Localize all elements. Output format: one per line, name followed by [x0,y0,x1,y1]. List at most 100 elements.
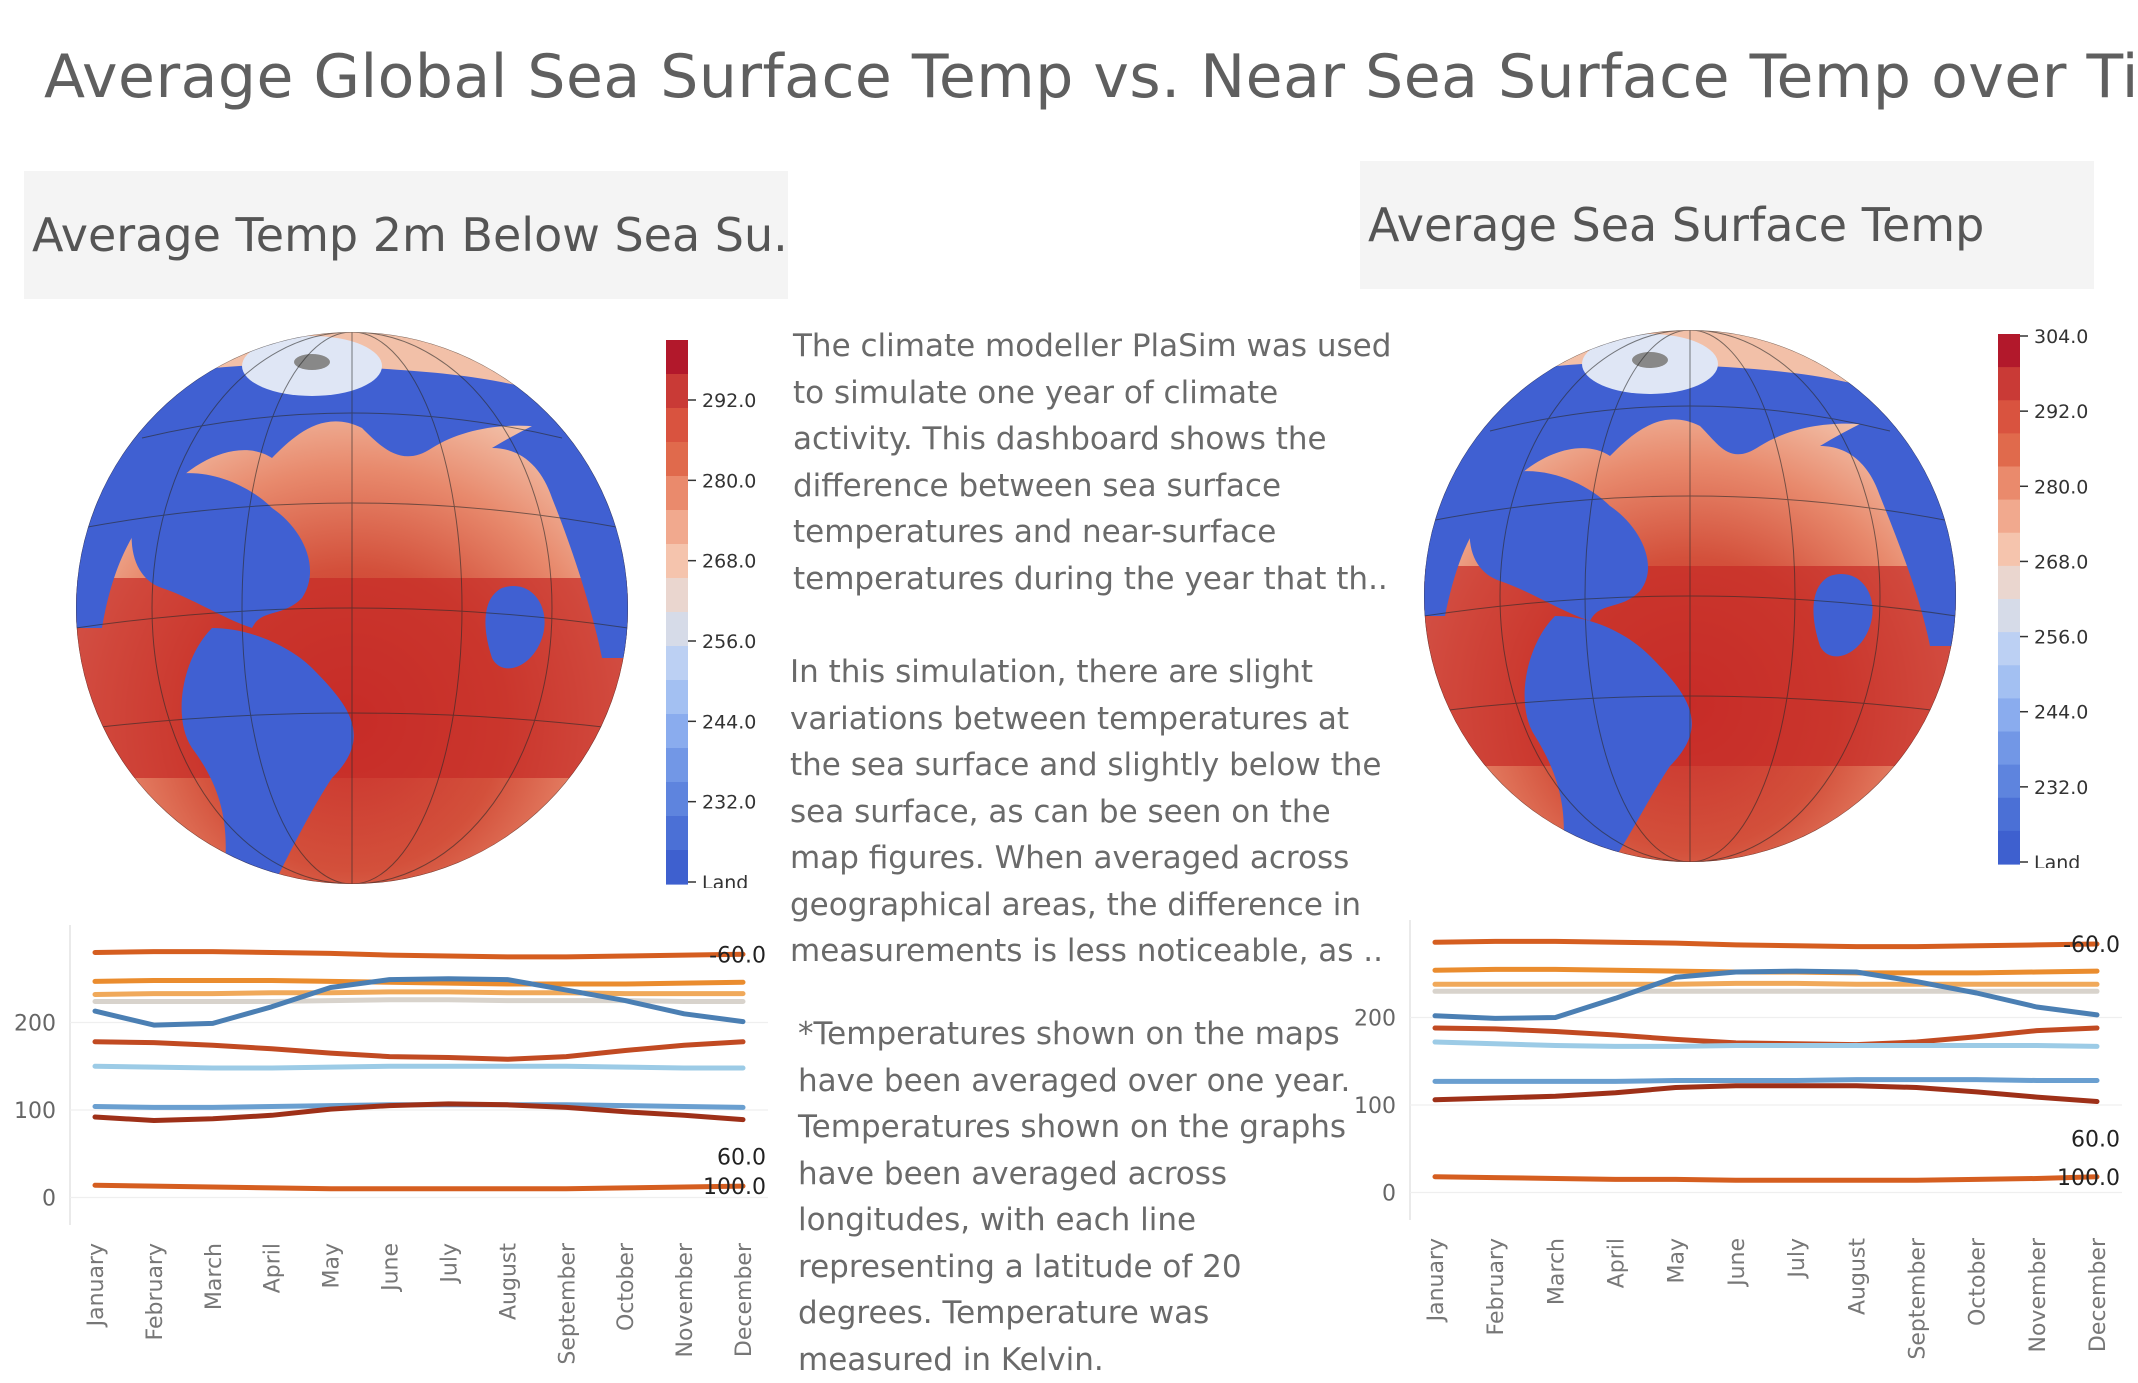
description-paragraph-3: *Temperatures shown on the maps have bee… [798,1016,1351,1378]
left-x-tick-label: March [202,1243,227,1310]
right-line-label: 60.0 [2071,1128,2120,1153]
left-y-tick-label: 0 [42,1187,56,1212]
right-colorbar-band [1998,565,2020,600]
left-colorbar-band [666,816,688,851]
right-series-line [1432,1174,2100,1183]
dashboard-title: Average Global Sea Surface Temp vs. Near… [44,42,2138,112]
right-colorbar-band [1998,764,2020,799]
right-x-tick-label: April [1605,1238,1630,1288]
right-colorbar-band [1998,632,2020,666]
left-series-line [92,997,746,1004]
left-colorbar-band [666,680,688,715]
left-series-line [92,1182,746,1192]
left-series-line [92,1039,746,1062]
right-colorbar-band [1998,698,2020,733]
description-paragraph-2: In this simulation, there are slight var… [790,654,1384,969]
right-colorbar-band [1998,797,2020,832]
right-x-tick-label: February [1484,1238,1509,1336]
right-x-tick-label: December [2086,1237,2111,1352]
right-colorbar: 304.0 292.0 280.0 268.0 256.0 244.0 232.0 Land [1998,328,2088,868]
left-colorbar-tick-label: 244.0 [702,711,756,733]
left-colorbar-band [666,782,688,817]
left-line-label: -60.0 [709,943,766,968]
left-colorbar-band [666,374,688,409]
right-series-line [1432,1039,2100,1049]
left-colorbar: 292.0 280.0 268.0 256.0 244.0 232.0 Land [666,340,756,888]
right-colorbar-tick-label: 256.0 [2034,627,2088,649]
right-x-tick-label: January [1424,1238,1449,1323]
right-colorbar-tick-label: 244.0 [2034,702,2088,724]
left-colorbar-band [666,442,688,477]
left-panel-title: Average Temp 2m Below Sea Su.. [24,171,788,299]
right-line-label: 100.0 [2057,1166,2120,1191]
right-x-tick-label: September [1905,1237,1930,1360]
left-x-tick-label: June [379,1243,404,1293]
right-y-tick-label: 200 [1354,1007,1396,1032]
right-colorbar-tick-label: 280.0 [2034,476,2088,498]
right-x-tick-label: July [1785,1238,1810,1280]
left-colorbar-band [666,646,688,681]
right-panel-title-text: Average Sea Surface Temp [1368,198,1985,252]
right-x-tick-label: October [1966,1237,1991,1326]
left-colorbar-band [666,476,688,511]
left-x-tick-label: November [673,1242,698,1357]
right-series-line [1432,968,2100,1021]
left-x-tick-label: February [143,1243,168,1341]
left-globe-map [76,332,628,884]
left-series-line [92,978,746,987]
right-colorbar-band [1998,400,2020,434]
left-colorbar-tick-label: 256.0 [702,631,756,653]
left-series-line [92,1101,746,1123]
right-x-tick-label: November [2026,1237,2051,1352]
left-colorbar-tick-label: 280.0 [702,470,756,492]
left-y-tick-label: 200 [14,1012,56,1037]
left-colorbar-band [666,850,688,885]
right-colorbar-tick-label: 304.0 [2034,328,2088,348]
right-series-line [1432,1077,2100,1084]
right-series-line [1432,1083,2100,1104]
right-colorbar-band [1998,334,2020,368]
left-x-tick-label: December [732,1242,757,1357]
right-colorbar-tick-label: 268.0 [2034,551,2088,573]
right-x-tick-label: May [1665,1238,1690,1283]
right-colorbar-tick-label: 232.0 [2034,777,2088,799]
left-colorbar-tick-label: 232.0 [702,792,756,814]
left-colorbar-band [666,510,688,545]
left-y-tick-label: 100 [14,1099,56,1124]
left-colorbar-band [666,578,688,613]
left-colorbar-band [666,544,688,579]
description-paragraph-1: The climate modeller PlaSim was used to … [793,328,1392,597]
right-series-line [1432,980,2100,987]
right-colorbar-band [1998,433,2020,468]
left-colorbar-band [666,748,688,783]
right-colorbar-band [1998,499,2020,534]
left-x-tick-label: July [437,1243,462,1285]
left-colorbar-band [666,408,688,443]
right-colorbar-band [1998,731,2020,766]
right-series-line [1432,1025,2100,1048]
right-colorbar-band [1998,830,2020,865]
left-x-tick-label: May [320,1243,345,1288]
right-y-tick-label: 100 [1354,1094,1396,1119]
left-colorbar-band [666,612,688,647]
right-colorbar-band [1998,532,2020,567]
left-colorbar-band [666,714,688,749]
right-series-line [1432,938,2100,950]
left-x-tick-label: April [261,1243,286,1293]
right-line-label: -60.0 [2063,933,2120,958]
left-x-tick-label: October [614,1242,639,1331]
left-line-label: 60.0 [717,1146,766,1171]
left-colorbar-band [666,340,688,375]
right-colorbar-band [1998,367,2020,401]
right-x-tick-label: August [1845,1238,1870,1315]
right-colorbar-band [1998,466,2020,501]
left-x-tick-label: August [496,1243,521,1320]
right-x-tick-label: June [1725,1238,1750,1288]
left-series-line [92,989,746,997]
right-globe-map [1424,330,1956,862]
right-y-tick-label: 0 [1382,1182,1396,1207]
left-line-chart: 0 100 200 -60.0 60.0 100.0 January February Marc… [14,925,768,1365]
left-colorbar-tick-label: 292.0 [702,390,756,412]
left-colorbar-tick-label: Land [702,872,748,888]
right-colorbar-tick-label: Land [2034,852,2080,868]
